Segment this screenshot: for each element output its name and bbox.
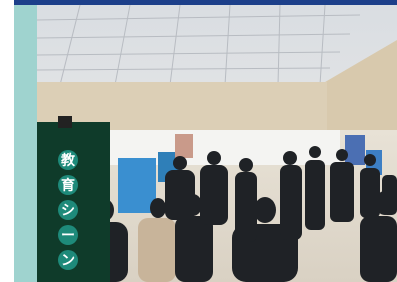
photo: 教 育 シ ー ン — [37, 5, 397, 282]
teal-strip — [14, 0, 37, 282]
camera — [58, 116, 72, 128]
top-bar — [14, 0, 397, 5]
sign-character: 教 — [61, 152, 76, 169]
sign-character: 育 — [61, 177, 75, 194]
sign-character: ン — [61, 253, 75, 269]
screenshot: 教 育 シ ー ン — [0, 0, 397, 282]
sign-character: ー — [61, 228, 75, 244]
margin — [0, 0, 14, 282]
page: 教 育 シ ー ン (() => { const data = JSON.par… — [0, 0, 397, 282]
sign: 教 育 シ ー ン — [37, 116, 110, 282]
sign-character: シ — [61, 203, 75, 219]
